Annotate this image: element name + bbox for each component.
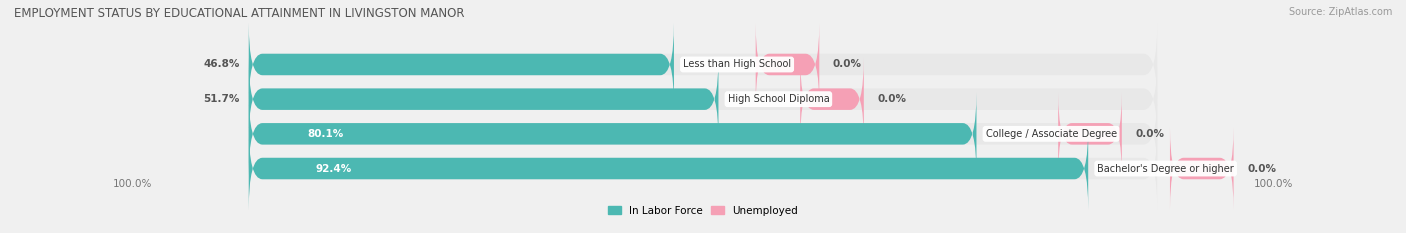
FancyBboxPatch shape: [249, 23, 673, 106]
FancyBboxPatch shape: [249, 93, 976, 175]
FancyBboxPatch shape: [249, 93, 1157, 175]
Text: 92.4%: 92.4%: [316, 164, 352, 174]
Text: Source: ZipAtlas.com: Source: ZipAtlas.com: [1288, 7, 1392, 17]
Text: 0.0%: 0.0%: [1247, 164, 1277, 174]
Text: 100.0%: 100.0%: [1254, 179, 1294, 189]
Text: 80.1%: 80.1%: [307, 129, 343, 139]
Text: EMPLOYMENT STATUS BY EDUCATIONAL ATTAINMENT IN LIVINGSTON MANOR: EMPLOYMENT STATUS BY EDUCATIONAL ATTAINM…: [14, 7, 464, 20]
Text: 100.0%: 100.0%: [112, 179, 152, 189]
FancyBboxPatch shape: [249, 58, 718, 140]
Text: Less than High School: Less than High School: [683, 59, 792, 69]
Text: Bachelor's Degree or higher: Bachelor's Degree or higher: [1097, 164, 1234, 174]
FancyBboxPatch shape: [1059, 93, 1122, 175]
Text: 46.8%: 46.8%: [204, 59, 239, 69]
FancyBboxPatch shape: [249, 23, 1157, 106]
Text: High School Diploma: High School Diploma: [727, 94, 830, 104]
FancyBboxPatch shape: [1170, 127, 1233, 210]
FancyBboxPatch shape: [249, 127, 1088, 210]
Text: College / Associate Degree: College / Associate Degree: [986, 129, 1116, 139]
FancyBboxPatch shape: [249, 58, 1157, 140]
Text: 51.7%: 51.7%: [204, 94, 239, 104]
Legend: In Labor Force, Unemployed: In Labor Force, Unemployed: [605, 202, 801, 219]
Text: 0.0%: 0.0%: [1136, 129, 1164, 139]
Text: 0.0%: 0.0%: [832, 59, 862, 69]
FancyBboxPatch shape: [755, 23, 820, 106]
Text: 0.0%: 0.0%: [877, 94, 907, 104]
FancyBboxPatch shape: [800, 58, 863, 140]
FancyBboxPatch shape: [249, 127, 1157, 210]
